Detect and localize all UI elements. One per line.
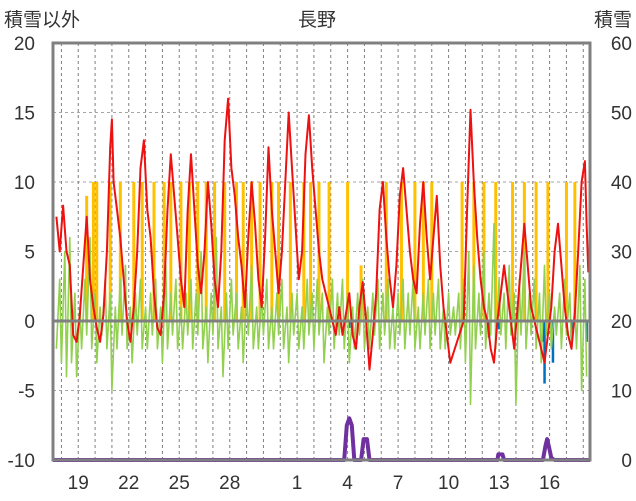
x-tick-label: 28	[219, 473, 240, 494]
left-tick-label: 5	[24, 243, 35, 264]
left-tick-label: 0	[24, 312, 35, 333]
snow_depth-line	[53, 416, 590, 462]
right-tick-label: 20	[611, 312, 632, 333]
x-tick-label: 22	[118, 473, 139, 494]
left-tick-labels: 20 15 10 5 0 -5 -10	[8, 34, 35, 472]
left-tick-label: -5	[18, 382, 35, 403]
left-tick-label: -10	[8, 451, 35, 472]
x-tick-label: 10	[438, 473, 459, 494]
x-tick-label: 19	[68, 473, 89, 494]
x-tick-label: 16	[539, 473, 560, 494]
chart-title: 長野	[298, 10, 336, 31]
right-axis-label: 積雪	[594, 9, 632, 31]
right-tick-label: 50	[611, 104, 632, 125]
x-tick-label: 25	[169, 473, 190, 494]
x-tick-labels: 19 22 25 28 1 4 7 10 13 16	[68, 473, 560, 494]
right-tick-label: 40	[611, 173, 632, 194]
right-tick-labels: 60 50 40 30 20 10 0	[611, 34, 632, 472]
x-tick-label: 7	[393, 473, 404, 494]
plot-frame	[51, 41, 592, 462]
left-tick-label: 20	[14, 34, 35, 55]
x-tick-label: 1	[292, 473, 303, 494]
right-tick-label: 0	[621, 451, 632, 472]
right-tick-label: 10	[611, 382, 632, 403]
wind-line	[55, 222, 588, 406]
left-axis-label: 積雪以外	[4, 9, 80, 31]
left-tick-label: 10	[14, 173, 35, 194]
temperature-line	[55, 97, 590, 371]
x-tick-label: 13	[489, 473, 510, 494]
right-tick-label: 30	[611, 243, 632, 264]
left-tick-label: 15	[14, 104, 35, 125]
series-layer	[53, 97, 590, 462]
x-tick-label: 4	[342, 473, 353, 494]
right-tick-label: 60	[611, 34, 632, 55]
